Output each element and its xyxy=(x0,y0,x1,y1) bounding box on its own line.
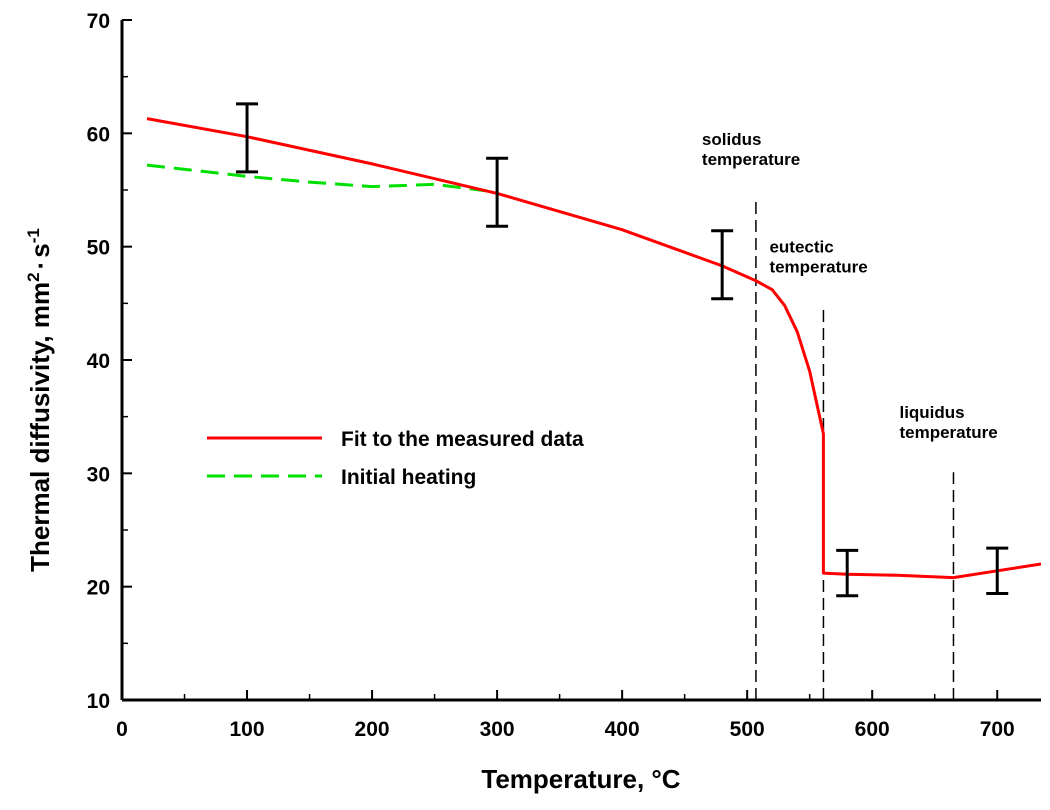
legend: Fit to the measured data Initial heating xyxy=(207,428,584,489)
phase-label: temperature xyxy=(899,423,997,442)
y-axis-title: Thermal diffusivity, mm2 · s-1 xyxy=(24,228,55,572)
y-axis-title-s: s xyxy=(25,243,55,257)
legend-label-fit: Fit to the measured data xyxy=(341,428,584,451)
ticks: 0 100 200 300 400 500 600 700 10 20 30 40 50 60 70 xyxy=(87,10,1015,741)
phase-label: solidus xyxy=(702,130,762,149)
y-axis-title-sup: 2 xyxy=(24,272,43,281)
x-tick-label: 600 xyxy=(855,718,890,741)
y-tick-label: 10 xyxy=(87,690,110,713)
legend-label-initial: Initial heating xyxy=(341,466,476,489)
x-tick-label: 100 xyxy=(230,718,265,741)
x-axis-title: Temperature, °C xyxy=(481,764,680,794)
x-tick-label: 300 xyxy=(480,718,515,741)
error-bars xyxy=(236,102,1009,598)
axes xyxy=(120,20,1041,702)
y-tick-label: 30 xyxy=(87,463,110,486)
series-line xyxy=(146,163,498,194)
x-tick-label: 200 xyxy=(355,718,390,741)
y-tick-label: 40 xyxy=(87,350,110,373)
y-tick-label: 60 xyxy=(87,123,110,146)
y-axis-title-sup2: -1 xyxy=(24,228,43,243)
x-tick-label: 0 xyxy=(116,718,128,741)
x-tick-label: 700 xyxy=(980,718,1015,741)
phase-label: temperature xyxy=(702,150,800,169)
series-line xyxy=(146,117,1042,580)
phase-label: temperature xyxy=(769,258,867,277)
y-axis-title-group: Thermal diffusivity, mm2 · s-1 xyxy=(24,228,55,572)
phase-label: eutectic xyxy=(769,238,833,257)
y-axis-title-dot: · xyxy=(25,261,55,270)
x-tick-label: 500 xyxy=(730,718,765,741)
phase-label: liquidus xyxy=(899,403,964,422)
y-tick-label: 70 xyxy=(87,10,110,33)
x-tick-label: 400 xyxy=(605,718,640,741)
y-axis-title-main: Thermal diffusivity, mm xyxy=(25,282,55,572)
y-tick-label: 50 xyxy=(87,237,110,260)
series-lines xyxy=(146,117,1042,580)
phase-lines: solidustemperatureeutectictemperatureliq… xyxy=(702,130,998,700)
y-tick-label: 20 xyxy=(87,577,110,600)
